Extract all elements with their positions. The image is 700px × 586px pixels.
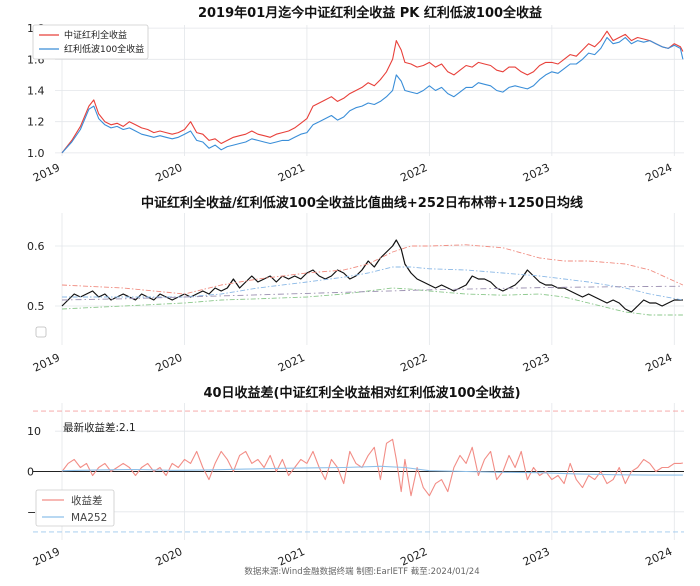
x-tick-label: 2019 [31, 351, 62, 375]
chart-title-3: 40日收益差(中证红利全收益相对红利低波100全收益) [203, 385, 520, 401]
y-tick-label: 0.5 [27, 300, 45, 313]
series-line-ratio [61, 239, 683, 313]
y-tick-label: 0 [27, 466, 34, 479]
x-tick-label: 2019 [31, 161, 62, 185]
chart-title-1: 2019年01月迄今中证红利全收益 PK 红利低波100全收益 [198, 5, 542, 21]
x-tick-label: 2021 [276, 351, 307, 375]
latest-spread-annotation: 最新收益差:2.1 [63, 421, 136, 434]
y-tick-label: 0.6 [27, 240, 45, 253]
x-tick-label: 2023 [521, 161, 552, 185]
y-tick-label: 1.4 [27, 85, 45, 98]
empty-legend-box [35, 326, 47, 338]
x-tick-label: 2021 [276, 545, 307, 569]
legend-label-ma252: MA252 [71, 512, 107, 524]
x-tick-label: 2020 [154, 351, 185, 375]
series-line-boll_upper [61, 244, 684, 295]
source-note: 数据来源:Wind金融数据终端 制图:EarlETF 截至:2024/01/24 [244, 566, 479, 577]
x-tick-label: 2023 [521, 545, 552, 569]
x-tick-label: 2024 [643, 161, 674, 185]
legend-box [32, 24, 149, 60]
x-tick-label: 2022 [398, 545, 429, 569]
x-tick-label: 2023 [521, 351, 552, 375]
x-tick-label: 2020 [154, 545, 185, 569]
chart-title-2: 中证红利全收益/红利低波100全收益比值曲线+252日布林带+1250日均线 [141, 195, 583, 211]
x-tick-label: 2021 [276, 161, 307, 185]
series-line-中证红利全收益 [61, 30, 684, 154]
panel-cumulative-return: 2019年01月迄今中证红利全收益 PK 红利低波100全收益 1.0 1.2 1.… [27, 5, 684, 185]
legend-label-series-1: 中证红利全收益 [64, 29, 127, 41]
legend-1: 中证红利全收益 红利低波100全收益 [32, 24, 149, 60]
panel-ratio-bollinger: 中证红利全收益/红利低波100全收益比值曲线+252日布林带+1250日均线 0… [27, 195, 684, 375]
series-line-ma1250 [61, 285, 683, 301]
x-tick-label: 2022 [398, 351, 429, 375]
series-line-boll_middle [62, 266, 683, 301]
series-line-boll_lower [61, 287, 683, 316]
x-tick-label: 2020 [154, 161, 185, 185]
y-tick-label: 10 [27, 425, 41, 438]
series-line-MA252 [61, 465, 683, 476]
series-line-红利低波100全收益 [61, 36, 684, 154]
panel-return-spread: 40日收益差(中证红利全收益相对红利低波100全收益) 100−10 20192… [27, 385, 684, 569]
y-tick-label: 1.2 [27, 116, 45, 129]
series-line-收益差 [61, 438, 683, 497]
x-tick-label: 2024 [643, 351, 674, 375]
x-tick-label: 2022 [398, 161, 429, 185]
legend-3: 收益差 MA252 [35, 489, 115, 527]
x-tick-label: 2024 [643, 545, 674, 569]
legend-label-series-2: 红利低波100全收益 [64, 43, 144, 55]
x-tick-label: 2019 [31, 545, 62, 569]
legend-label-spread: 收益差 [71, 494, 103, 507]
y-tick-label: 1.0 [27, 147, 45, 160]
